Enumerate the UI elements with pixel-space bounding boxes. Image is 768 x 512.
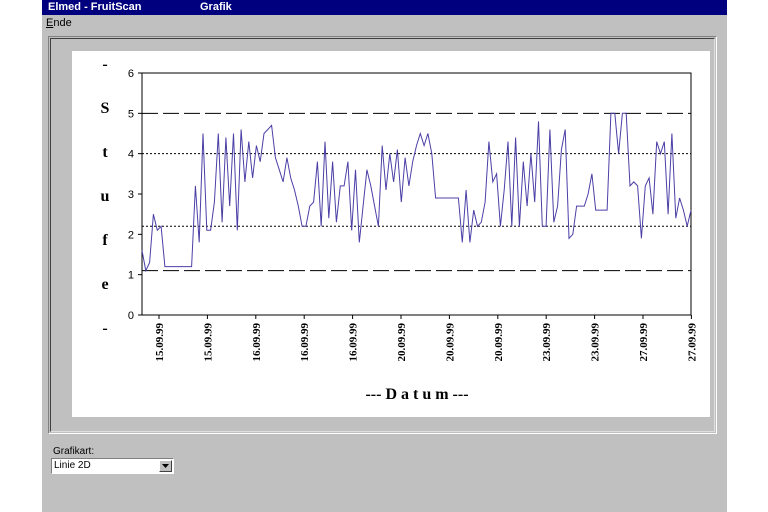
y-tick-label: 0 xyxy=(128,310,134,322)
chevron-down-icon xyxy=(162,464,169,468)
x-tick-label: 20.09.99 xyxy=(396,323,408,362)
chart-panel: 0 1 2 3 4 5 6 15.09.99 15.09.99 16.09.99 16.09.99 1… xyxy=(48,36,717,434)
x-tick-label: 15.09.99 xyxy=(202,323,214,362)
window-section-title: Grafik xyxy=(200,1,232,13)
line-chart: 0 1 2 3 4 5 6 15.09.99 15.09.99 16.09.99 16.09.99 1… xyxy=(101,56,699,403)
x-tick-label: 20.09.99 xyxy=(444,323,456,362)
x-tick-label: 16.09.99 xyxy=(299,323,311,362)
title-bar: Elmed - FruitScan Grafik xyxy=(42,0,727,15)
y-tick-label: 2 xyxy=(128,229,134,241)
app-window: Elmed - FruitScan Grafik Ende 0 1 2 3 4 5 6 15.… xyxy=(42,0,727,512)
x-tick-label: 23.09.99 xyxy=(590,323,602,362)
x-tick-label: 16.09.99 xyxy=(348,323,360,362)
series-line xyxy=(141,112,692,273)
menu-bar: Ende xyxy=(42,15,727,32)
x-tick-label: 27.09.99 xyxy=(686,323,698,362)
menu-item-label: nde xyxy=(53,17,72,29)
menu-item-mnemonic: E xyxy=(46,17,54,29)
chart-canvas: 0 1 2 3 4 5 6 15.09.99 15.09.99 16.09.99 16.09.99 1… xyxy=(72,51,710,417)
window-title: Elmed - FruitScan xyxy=(48,1,142,13)
x-tick-label: 27.09.99 xyxy=(638,323,650,362)
dropdown-button[interactable] xyxy=(159,460,172,472)
y-tick-label: 3 xyxy=(128,189,134,201)
chart-type-dropdown[interactable]: Linie 2D xyxy=(51,458,174,474)
menu-item-ende[interactable]: Ende xyxy=(46,17,72,30)
plot-area xyxy=(141,72,692,316)
x-tick-label: 15.09.99 xyxy=(154,323,166,362)
chart-type-label: Grafikart: xyxy=(53,446,95,457)
x-tick-label: 20.09.99 xyxy=(493,323,505,362)
x-tick-label: 16.09.99 xyxy=(251,323,263,362)
chart-panel-inner: 0 1 2 3 4 5 6 15.09.99 15.09.99 16.09.99 16.09.99 1… xyxy=(50,38,715,432)
x-tick-label: 23.09.99 xyxy=(541,323,553,362)
chart-type-value: Linie 2D xyxy=(54,460,91,471)
x-axis-label: --- D a t u m --- xyxy=(365,386,468,403)
y-tick-label: 1 xyxy=(128,270,134,282)
y-tick-label: 4 xyxy=(128,149,134,161)
y-tick-label: 5 xyxy=(128,108,134,120)
y-tick-label: 6 xyxy=(128,68,134,80)
y-axis-label: -S t u f e - xyxy=(101,56,110,337)
